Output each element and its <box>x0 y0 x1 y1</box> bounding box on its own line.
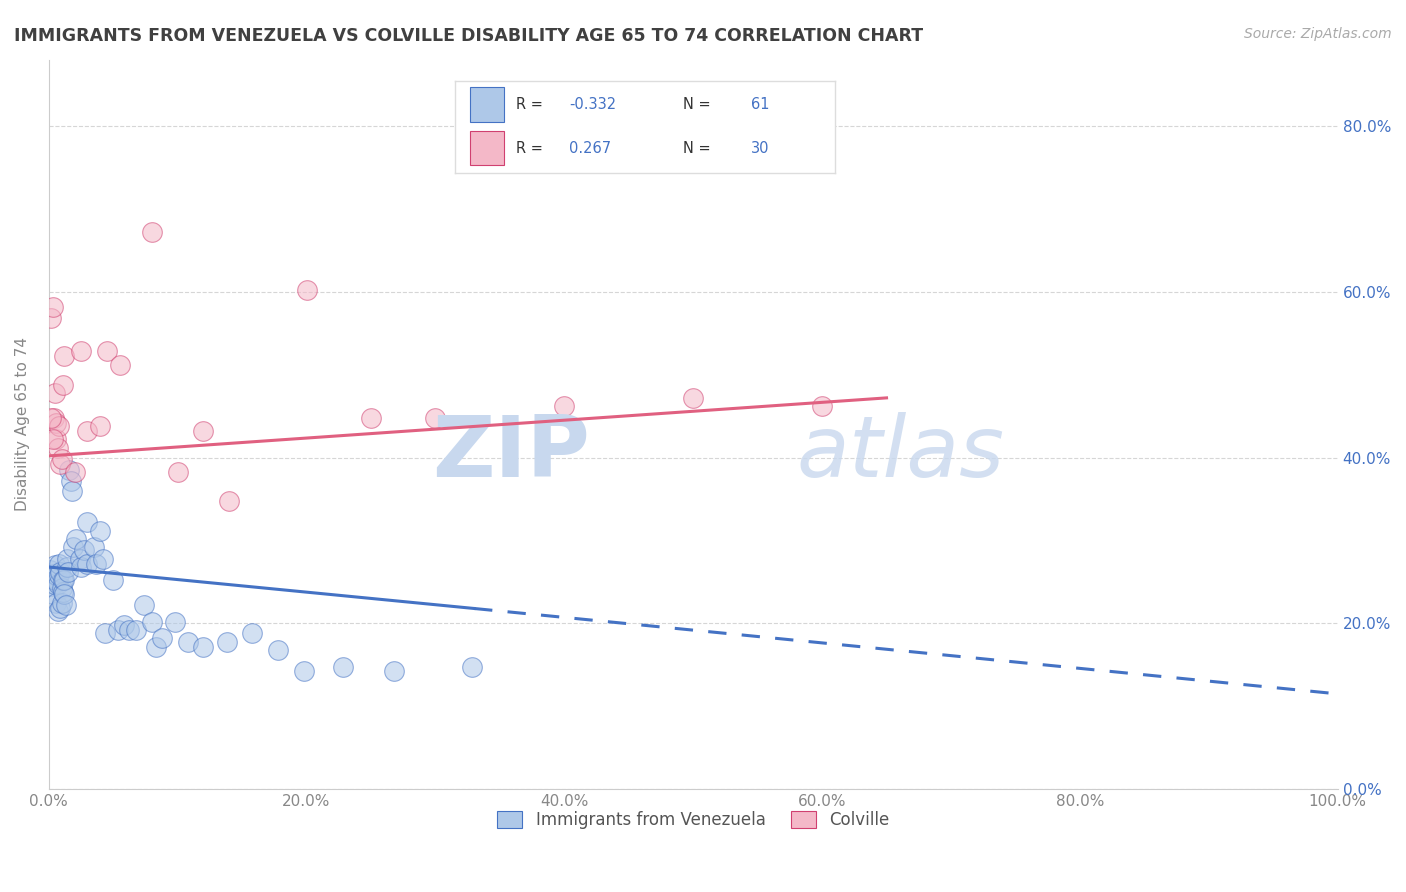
Text: IMMIGRANTS FROM VENEZUELA VS COLVILLE DISABILITY AGE 65 TO 74 CORRELATION CHART: IMMIGRANTS FROM VENEZUELA VS COLVILLE DI… <box>14 27 924 45</box>
Point <box>53 587 76 601</box>
Point <box>41 587 63 601</box>
Point <box>41 579 63 593</box>
Point <box>86 557 108 571</box>
Point <box>56 551 79 566</box>
Point <box>55 598 77 612</box>
Text: ZIP: ZIP <box>432 412 591 495</box>
Point <box>52 377 75 392</box>
Point <box>49 457 72 471</box>
Point <box>166 466 188 480</box>
Point <box>177 634 200 648</box>
Point <box>52 585 75 599</box>
Point <box>295 283 318 297</box>
Point <box>45 416 67 430</box>
Point <box>193 640 215 654</box>
Point <box>46 576 69 591</box>
Point <box>94 626 117 640</box>
Point <box>89 524 111 538</box>
Point <box>41 410 63 425</box>
Point <box>91 551 114 566</box>
Point <box>51 596 73 610</box>
Point <box>44 574 66 588</box>
Point <box>141 225 163 239</box>
Point <box>112 618 135 632</box>
Point <box>118 623 141 637</box>
Point <box>44 385 66 400</box>
Point <box>682 391 704 405</box>
Point <box>107 623 129 637</box>
Point <box>52 574 75 588</box>
Point <box>45 568 67 582</box>
Point <box>145 640 167 654</box>
Point <box>70 344 93 359</box>
Point <box>811 399 834 413</box>
Point <box>51 452 73 467</box>
Point <box>51 581 73 595</box>
Point <box>332 659 354 673</box>
Point <box>215 634 238 648</box>
Point <box>41 433 63 447</box>
Point <box>108 358 131 372</box>
Point <box>58 463 80 477</box>
Point <box>48 568 70 582</box>
Point <box>59 474 82 488</box>
Point <box>56 565 79 579</box>
Point <box>56 560 79 574</box>
Point <box>46 441 69 455</box>
Point <box>193 424 215 438</box>
Point <box>42 410 65 425</box>
Legend: Immigrants from Venezuela, Colville: Immigrants from Venezuela, Colville <box>491 804 896 836</box>
Point <box>42 576 65 591</box>
Point <box>89 419 111 434</box>
Point <box>218 493 240 508</box>
Point <box>49 601 72 615</box>
Point <box>460 659 482 673</box>
Point <box>65 532 87 546</box>
Point <box>360 410 382 425</box>
Point <box>41 311 63 326</box>
Point <box>45 433 67 447</box>
Point <box>48 557 70 571</box>
Point <box>292 665 315 679</box>
Point <box>41 300 63 314</box>
Point <box>382 665 405 679</box>
Point <box>62 540 84 554</box>
Point <box>69 551 91 566</box>
Point <box>76 424 98 438</box>
Point <box>42 571 65 585</box>
Point <box>44 558 66 573</box>
Text: atlas: atlas <box>796 412 1004 495</box>
Point <box>48 419 70 434</box>
Point <box>103 574 125 588</box>
Point <box>165 615 187 629</box>
Point <box>41 571 63 585</box>
Point <box>134 598 156 612</box>
Point <box>76 557 98 571</box>
Point <box>70 560 93 574</box>
Point <box>553 399 575 413</box>
Point <box>45 596 67 610</box>
Point <box>76 515 98 529</box>
Point <box>96 344 118 359</box>
Point <box>150 632 173 646</box>
Point <box>72 543 94 558</box>
Point <box>425 410 447 425</box>
Text: Source: ZipAtlas.com: Source: ZipAtlas.com <box>1244 27 1392 41</box>
Point <box>63 466 86 480</box>
Point <box>125 623 148 637</box>
Point <box>41 566 63 581</box>
Point <box>46 604 69 618</box>
Point <box>83 540 105 554</box>
Point <box>141 615 163 629</box>
Point <box>242 626 264 640</box>
Y-axis label: Disability Age 65 to 74: Disability Age 65 to 74 <box>15 337 30 511</box>
Point <box>39 562 62 576</box>
Point <box>60 483 83 498</box>
Point <box>267 643 290 657</box>
Point <box>53 350 76 364</box>
Point <box>53 574 76 588</box>
Point <box>49 565 72 579</box>
